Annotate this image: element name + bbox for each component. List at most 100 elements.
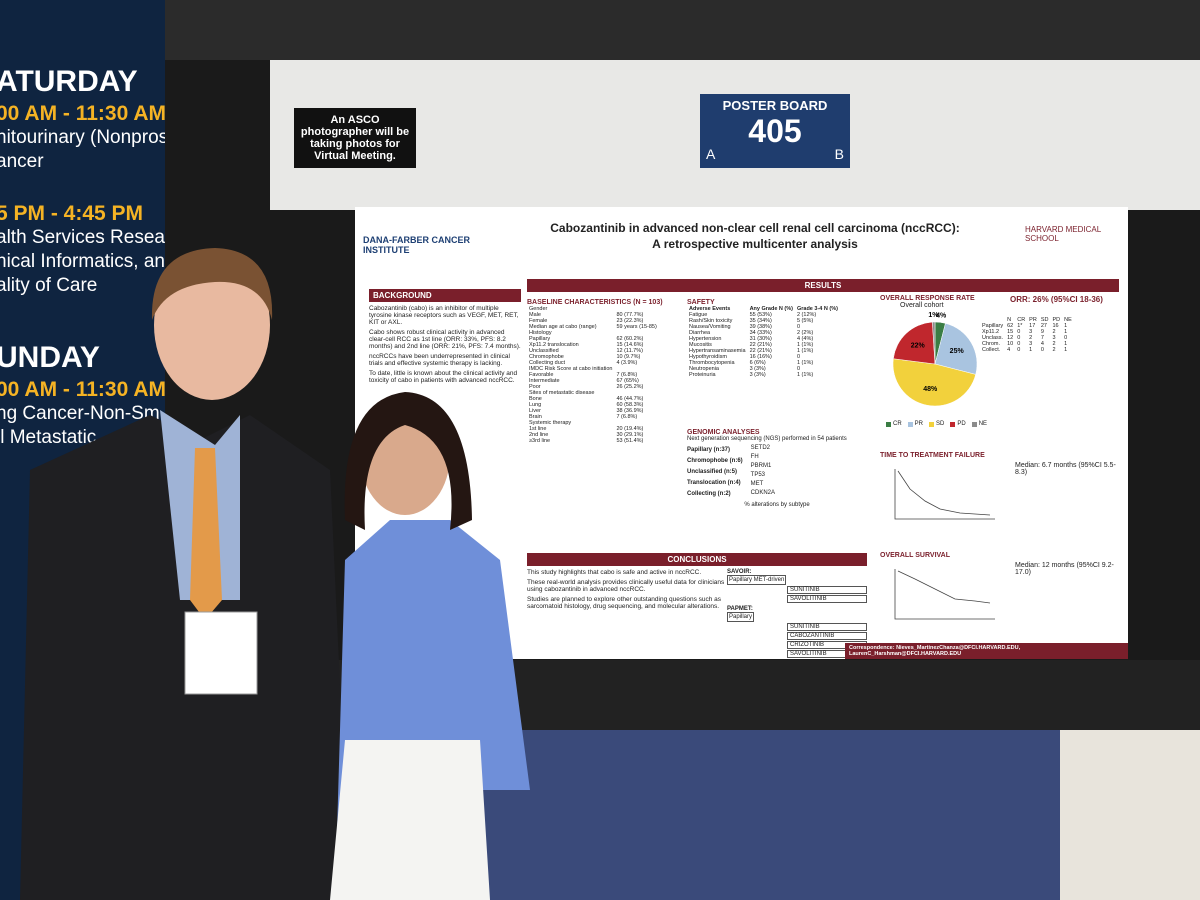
safety-row: Neutropenia 3 (3%) 0 bbox=[687, 366, 840, 372]
safety-cell: Hypertension bbox=[689, 336, 722, 342]
baseline-cell: Intermediate bbox=[529, 378, 560, 384]
safety-cell: 34 (33%) bbox=[749, 330, 772, 336]
photo-notice: An ASCO photographer will be taking phot… bbox=[294, 108, 416, 168]
safety-cell: Hypothyroidism bbox=[689, 354, 727, 360]
gene: CDKN2A bbox=[750, 490, 776, 496]
slice-label: 4% bbox=[936, 312, 947, 319]
orr-cell: 0 bbox=[1064, 335, 1068, 341]
legend-label: NE bbox=[978, 421, 988, 427]
legend-swatch bbox=[971, 421, 977, 427]
orr-cell: 0 bbox=[1017, 347, 1021, 353]
safety-cell: 3 (3%) bbox=[749, 366, 766, 372]
slice-label: 48% bbox=[923, 386, 938, 393]
banner-line: ll Metastatic bbox=[0, 427, 97, 448]
safety-row: Nausea/Vomiting 39 (38%) 0 bbox=[687, 324, 840, 330]
safety-cell: Mucositis bbox=[689, 342, 712, 348]
orr-cell: 17 bbox=[1029, 323, 1036, 329]
safety-row: Hypertension 31 (30%) 4 (4%) bbox=[687, 336, 840, 342]
orr-cell: 16 bbox=[1052, 323, 1059, 329]
baseline-section: BASELINE CHARACTERISTICS (N = 103) Gender… bbox=[527, 299, 677, 444]
baseline-row: Brain 7 (6.8%) bbox=[527, 414, 659, 420]
safety-cell: 1 (1%) bbox=[796, 342, 814, 348]
baseline-cell: Liver bbox=[529, 408, 541, 414]
baseline-cell: 30 (29.1%) bbox=[616, 432, 644, 438]
orr-row: Chrom. 10 0 3 4 2 1 bbox=[980, 341, 1074, 347]
subtype: Chromophobe (n:6) bbox=[687, 458, 743, 464]
safety-cell: Nausea/Vomiting bbox=[689, 324, 731, 330]
results-bar: RESULTS bbox=[527, 279, 1119, 292]
board-label: POSTER BOARD bbox=[722, 98, 828, 113]
safety-cell: 2 (12%) bbox=[796, 312, 817, 318]
poster-title: Cabozantinib in advanced non-clear cell … bbox=[550, 221, 960, 235]
gene: FH bbox=[750, 454, 759, 460]
section-heading: BASELINE CHARACTERISTICS (N = 103) bbox=[527, 299, 663, 306]
woman-hair bbox=[344, 392, 472, 530]
baseline-row: ≥3rd line 53 (51.4%) bbox=[527, 438, 659, 444]
baseline-row: 1st line 20 (19.4%) bbox=[527, 426, 659, 432]
orr-row: Papillary 62 1* 17 27 16 1 bbox=[980, 323, 1074, 329]
os-curve bbox=[894, 569, 995, 620]
orr-cell: 0 bbox=[1040, 347, 1044, 353]
badge bbox=[184, 611, 258, 695]
legend-label: CR bbox=[893, 421, 902, 427]
correspondence: Correspondence: Nieves_MartinezChanza@DF… bbox=[845, 643, 1128, 659]
orr-cell: 2 bbox=[1052, 329, 1056, 335]
baseline-cell: Collecting duct bbox=[529, 360, 566, 366]
orr-cell: 7 bbox=[1040, 335, 1044, 341]
orr-cell: 2 bbox=[1029, 335, 1033, 341]
safety-cell: 0 bbox=[796, 354, 801, 360]
baseline-cell: 53 (51.4%) bbox=[616, 438, 644, 444]
ttf-median: Median: 6.7 months (95%CI 5.5-8.3) bbox=[1015, 462, 1116, 476]
baseline-cell: Lung bbox=[529, 402, 542, 408]
baseline-cell: Median age at cabo (range) bbox=[529, 324, 597, 330]
baseline-cell: Poor bbox=[529, 384, 541, 390]
board-number: POSTER BOARD 405 A B bbox=[700, 94, 850, 168]
baseline-cell: 10 (9.7%) bbox=[616, 354, 641, 360]
safety-row: Proteinuria 3 (3%) 1 (1%) bbox=[687, 372, 840, 378]
baseline-row: Lung 60 (58.3%) bbox=[527, 402, 659, 408]
orr-cell: 0 bbox=[1017, 341, 1021, 347]
safety-cell: 1 (1%) bbox=[796, 360, 814, 366]
safety-cell: 0 bbox=[796, 366, 801, 372]
safety-row: Fatigue 55 (53%) 2 (12%) bbox=[687, 312, 840, 318]
pie-slice bbox=[934, 323, 978, 375]
os-median: Median: 12 months (95%CI 9.2-17.0) bbox=[1015, 562, 1114, 576]
logo-left: DANA-FARBER CANCER INSTITUTE bbox=[363, 235, 470, 255]
orr-cell: PR bbox=[1029, 317, 1037, 323]
trial-drug: SUNITINIB bbox=[787, 586, 867, 594]
banner-line: 00 AM - 11:30 AM bbox=[0, 378, 165, 401]
baseline-cell: Unclassified bbox=[529, 348, 559, 354]
banner-line: ality of Care bbox=[0, 275, 98, 296]
legend-label: PD bbox=[957, 421, 966, 427]
safety-row: Rash/Skin toxicity 35 (34%) 5 (5%) bbox=[687, 318, 840, 324]
bullet: Cabozantinib (cabo) is an inhibitor of m… bbox=[369, 305, 519, 326]
orr-cell: 0 bbox=[1017, 335, 1021, 341]
safety-cell: 4 (4%) bbox=[796, 336, 814, 342]
baseline-row: Intermediate 67 (65%) bbox=[527, 378, 659, 384]
safety-row: Hypertransaminasemia 22 (21%) 1 (1%) bbox=[687, 348, 840, 354]
trial-group: Papillary MET-driven bbox=[727, 575, 787, 585]
safety-cell: 1 (1%) bbox=[796, 348, 814, 354]
baseline-cell: Papillary bbox=[529, 336, 551, 342]
baseline-cell: 38 (36.9%) bbox=[616, 408, 644, 414]
safety-row: Diarrhea 34 (33%) 2 (2%) bbox=[687, 330, 840, 336]
orr-cell: 1 bbox=[1064, 323, 1068, 329]
pie-slice bbox=[892, 358, 976, 407]
baseline-cell: Favorable bbox=[529, 372, 554, 378]
legend-entry: SD bbox=[929, 421, 944, 427]
baseline-cell: 23 (22.3%) bbox=[616, 318, 644, 324]
baseline-cell: 2nd line bbox=[529, 432, 549, 438]
trial-name: PAPMET: bbox=[727, 606, 753, 612]
ttf-section: TIME TO TREATMENT FAILURE Median: 6.7 mo… bbox=[880, 452, 1120, 531]
orr-cell: 2 bbox=[1052, 341, 1056, 347]
subtype: Translocation (n:4) bbox=[687, 480, 741, 486]
banner-line: ng Cancer-Non-Sm bbox=[0, 403, 160, 424]
baseline-row: Liver 38 (36.9%) bbox=[527, 408, 659, 414]
baseline-cell: Xp11.2 translocation bbox=[529, 342, 579, 348]
safety-cell: Diarrhea bbox=[689, 330, 711, 336]
genomic-note: Next generation sequencing (NGS) perform… bbox=[687, 436, 847, 442]
safety-cell: 1 (1%) bbox=[796, 372, 814, 378]
legend-entry: CR bbox=[886, 421, 902, 427]
safety-cell: 6 (6%) bbox=[749, 360, 766, 366]
